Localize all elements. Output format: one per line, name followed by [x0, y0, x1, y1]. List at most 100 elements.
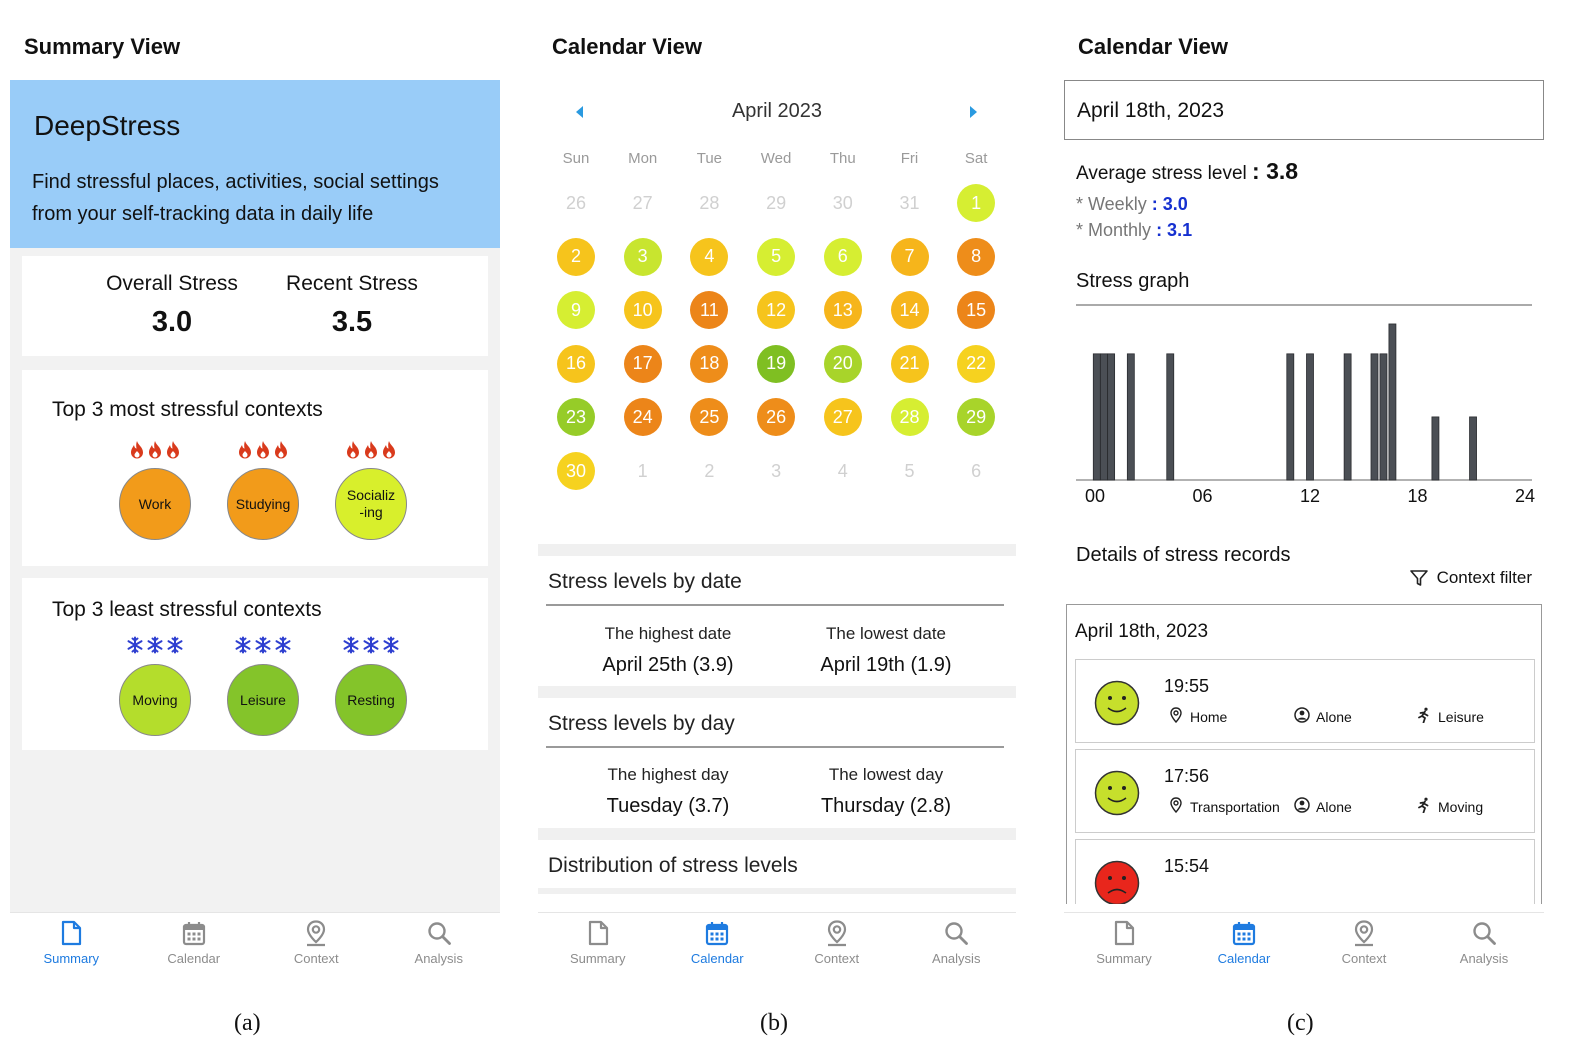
- stress-bar[interactable]: [1343, 353, 1352, 481]
- nav-item-context[interactable]: Context: [255, 913, 378, 980]
- calendar-day[interactable]: 20: [823, 344, 862, 383]
- running-icon: [1416, 797, 1432, 816]
- calendar-day[interactable]: 5: [757, 237, 796, 276]
- context-circle[interactable]: Resting: [335, 664, 407, 736]
- nav-item-calendar[interactable]: Calendar: [133, 913, 256, 980]
- calendar-day[interactable]: 28: [890, 398, 929, 437]
- nav-item-summary[interactable]: Summary: [538, 913, 658, 980]
- context-label: Studying: [235, 495, 291, 512]
- context-item[interactable]: Leisure: [218, 636, 308, 736]
- calendar-day[interactable]: 30: [557, 452, 595, 490]
- calendar-day[interactable]: 2: [557, 237, 595, 276]
- details-title: Details of stress records: [1076, 544, 1291, 566]
- stress-bar[interactable]: [1092, 353, 1101, 481]
- summary-screen: DeepStress Find stressful places, activi…: [10, 80, 500, 980]
- calendar-day[interactable]: 27: [823, 398, 862, 437]
- fire-icon: [345, 440, 361, 464]
- context-item[interactable]: Resting: [326, 636, 416, 736]
- calendar-day[interactable]: 10: [623, 291, 662, 330]
- stress-bar[interactable]: [1469, 416, 1477, 481]
- context-label: Leisure: [240, 691, 286, 708]
- x-tick-label: 06: [1192, 486, 1212, 506]
- calendar-day[interactable]: 1: [957, 184, 996, 222]
- next-month-arrow-icon[interactable]: [970, 106, 977, 118]
- calendar-day[interactable]: 24: [623, 398, 662, 437]
- calendar-day[interactable]: 15: [957, 291, 996, 330]
- stress-bar[interactable]: [1306, 353, 1314, 481]
- stress-bar[interactable]: [1388, 323, 1397, 481]
- calendar-day[interactable]: 14: [890, 291, 929, 330]
- nav-item-calendar[interactable]: Calendar: [1184, 913, 1304, 980]
- calendar-day[interactable]: 6: [823, 237, 862, 276]
- stress-bar[interactable]: [1107, 353, 1116, 481]
- stress-record[interactable]: 19:55 Home Alone Leisure: [1075, 659, 1535, 743]
- stress-overview-card: Overall Stress 3.0 Recent Stress 3.5: [22, 256, 488, 356]
- calendar-day[interactable]: 8: [957, 237, 996, 276]
- stress-bar[interactable]: [1370, 353, 1379, 481]
- calendar-day[interactable]: 26: [757, 398, 796, 437]
- highest-date-label: The highest date: [604, 624, 732, 643]
- nav-item-context[interactable]: Context: [1304, 913, 1424, 980]
- stress-bar[interactable]: [1431, 416, 1440, 481]
- stress-graph: 00 06 12 18 24: [1076, 323, 1535, 506]
- least-stressful-card: Top 3 least stressful contexts Moving Lei…: [22, 578, 488, 750]
- context-circle[interactable]: Leisure: [227, 664, 299, 736]
- fire-icon: [273, 440, 289, 464]
- fire-icon: [237, 440, 253, 464]
- context-item[interactable]: Socializ -ing: [326, 440, 416, 540]
- calendar-day[interactable]: 17: [623, 344, 662, 383]
- calendar-day[interactable]: 29: [957, 398, 996, 437]
- context-circle[interactable]: Studying: [227, 468, 299, 540]
- location-pin-icon: [1168, 797, 1184, 816]
- by-date-rule: [546, 604, 1004, 606]
- nav-item-analysis[interactable]: Analysis: [897, 913, 1017, 980]
- stress-record[interactable]: 15:54: [1075, 839, 1535, 904]
- calendar-day[interactable]: 19: [757, 344, 796, 383]
- summary-icon: [584, 919, 612, 951]
- stress-record[interactable]: 17:56 Transportation Alone Moving: [1075, 749, 1535, 833]
- selected-date-box[interactable]: April 18th, 2023: [1064, 80, 1544, 140]
- stress-bar[interactable]: [1100, 353, 1108, 481]
- distribution-title: Distribution of stress levels: [548, 854, 798, 877]
- stress-bar[interactable]: [1286, 353, 1295, 481]
- nav-item-summary[interactable]: Summary: [1064, 913, 1184, 980]
- section-divider: [538, 544, 1016, 556]
- context-circle[interactable]: Socializ -ing: [335, 468, 407, 540]
- calendar-day[interactable]: 23: [557, 398, 595, 437]
- calendar-day[interactable]: 3: [623, 237, 662, 276]
- nav-label: Calendar: [1217, 951, 1271, 966]
- calendar-day[interactable]: 22: [957, 344, 996, 383]
- calendar-day[interactable]: 7: [890, 237, 929, 276]
- nav-item-summary[interactable]: Summary: [10, 913, 133, 980]
- calendar-day[interactable]: 9: [557, 291, 595, 330]
- nav-item-calendar[interactable]: Calendar: [658, 913, 778, 980]
- context-circle[interactable]: Work: [119, 468, 191, 540]
- nav-item-analysis[interactable]: Analysis: [1424, 913, 1544, 980]
- stress-bar[interactable]: [1379, 353, 1388, 481]
- prev-month-arrow-icon[interactable]: [576, 106, 583, 118]
- calendar-day[interactable]: 18: [690, 344, 729, 383]
- selected-date: April 18th, 2023: [1077, 99, 1225, 122]
- recent-stress-value: 3.5: [331, 306, 373, 338]
- context-item[interactable]: Work: [110, 440, 200, 540]
- calendar-day-outside: 3: [771, 460, 782, 481]
- nav-item-context[interactable]: Context: [777, 913, 897, 980]
- context-circle[interactable]: Moving: [119, 664, 191, 736]
- stress-bar[interactable]: [1166, 353, 1175, 481]
- calendar-day[interactable]: 4: [690, 237, 729, 276]
- stress-bar[interactable]: [1126, 353, 1135, 481]
- calendar-day[interactable]: 13: [823, 291, 862, 330]
- context-filter-button[interactable]: Context filter: [1409, 568, 1532, 588]
- calendar-day[interactable]: 25: [690, 398, 729, 437]
- nav-label: Calendar: [167, 951, 221, 966]
- context-item[interactable]: Studying: [218, 440, 308, 540]
- most-stressful-card: Top 3 most stressful contexts Work Studyi…: [22, 370, 488, 566]
- context-item[interactable]: Moving: [110, 636, 200, 736]
- nav-item-analysis[interactable]: Analysis: [378, 913, 501, 980]
- calendar-day[interactable]: 12: [757, 291, 796, 330]
- calendar-day[interactable]: 11: [690, 291, 729, 330]
- calendar-day[interactable]: 21: [890, 344, 929, 383]
- calendar-day[interactable]: 16: [557, 344, 595, 383]
- overall-stress: Overall Stress 3.0: [72, 272, 272, 339]
- calendar-day-outside: 28: [699, 192, 720, 213]
